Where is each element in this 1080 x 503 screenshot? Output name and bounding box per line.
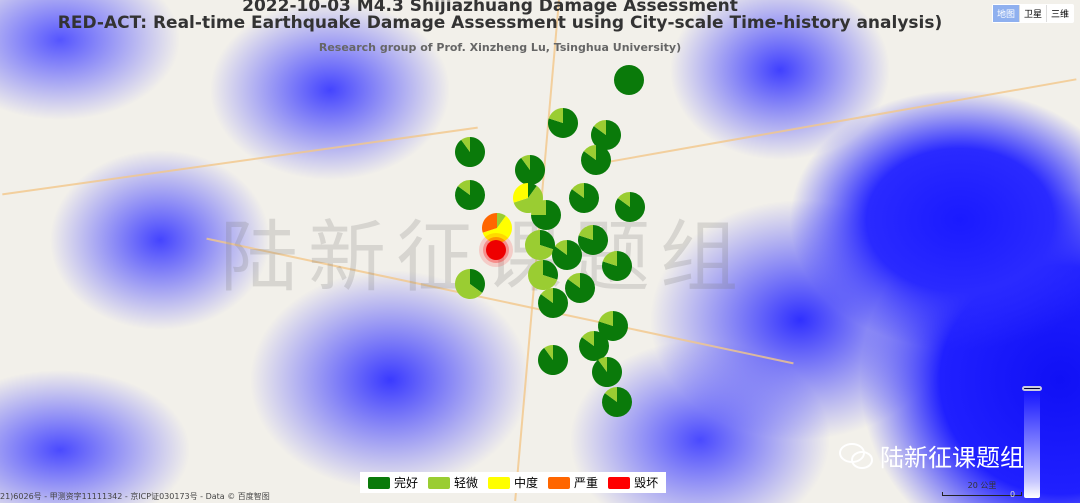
pie-slice-intact	[540, 230, 556, 250]
legend-swatch	[548, 476, 571, 489]
page-title: 2022-10-03 M4.3 Shijiazhuang Damage Asse…	[242, 0, 738, 16]
damage-pie-marker[interactable]	[455, 137, 486, 168]
damage-pie-marker[interactable]	[482, 213, 512, 244]
damage-pie-marker[interactable]	[591, 120, 621, 150]
pie-slice-slight	[602, 251, 617, 266]
legend-label: 完好	[394, 476, 419, 490]
pie-slice-intact	[615, 192, 646, 222]
pie-slice-intact	[565, 273, 596, 304]
pie-slice-slight	[567, 273, 580, 288]
pie-slice-slight	[528, 260, 558, 290]
legend: 完好 轻微 中度 严重 毁坏	[360, 472, 667, 493]
pie-slice-intact	[614, 65, 644, 95]
pie-slice-slight	[455, 269, 483, 299]
credit-text: Research group of Prof. Xinzheng Lu, Tsi…	[318, 41, 682, 54]
scale-label: 20 公里	[967, 481, 997, 490]
pie-slice-slight	[598, 311, 613, 326]
map-type-satellite[interactable]: 卫星	[1018, 5, 1046, 22]
damage-pie-marker[interactable]	[538, 288, 568, 318]
pie-slice-slight	[525, 230, 555, 260]
pie-slice-severe	[482, 213, 497, 233]
pie-slice-slight	[540, 288, 553, 303]
damage-pie-marker[interactable]	[581, 145, 612, 175]
pie-slice-slight	[531, 200, 546, 215]
damage-pie-marker[interactable]	[455, 180, 486, 210]
damage-pie-marker[interactable]	[569, 183, 600, 214]
legend-item-intact[interactable]: 完好	[368, 474, 418, 491]
pie-slice-moderate	[513, 183, 528, 203]
visual-map-min: 0	[1010, 490, 1016, 499]
map-type-3d[interactable]: 三维	[1045, 5, 1073, 22]
legend-item-slight[interactable]: 轻微	[428, 474, 478, 491]
visual-map-slider[interactable]	[1022, 386, 1042, 498]
pie-slice-slight	[581, 331, 594, 346]
pie-slice-slight	[548, 108, 563, 123]
map-copyright: 21)6026号 - 甲测资字11111342 - 京ICP证030173号 -…	[0, 492, 270, 501]
damage-pie-marker[interactable]	[528, 260, 558, 290]
pie-slice-slight	[578, 225, 593, 240]
damage-pie-marker[interactable]	[578, 225, 609, 255]
epicenter-marker[interactable]	[486, 240, 506, 260]
pie-slice-intact	[602, 387, 633, 417]
legend-swatch	[488, 476, 511, 489]
legend-label: 毁坏	[634, 476, 659, 490]
damage-pie-marker[interactable]	[531, 200, 561, 230]
pie-slice-slight	[583, 145, 596, 160]
pie-slice-intact	[581, 145, 612, 175]
wechat-icon	[839, 442, 873, 469]
visual-map-handle[interactable]	[1022, 386, 1042, 391]
pie-slice-slight	[554, 240, 567, 255]
pie-slice-slight	[571, 183, 584, 198]
damage-pie-marker[interactable]	[538, 345, 568, 376]
damage-pie-marker[interactable]	[597, 311, 628, 341]
pie-slice-slight	[461, 137, 470, 152]
pie-slice-slight	[521, 155, 530, 170]
pie-slice-intact	[548, 108, 579, 139]
pie-slice-slight	[497, 213, 506, 228]
legend-label: 中度	[514, 476, 539, 490]
pie-slice-intact	[470, 269, 486, 293]
pie-slice-intact	[528, 183, 537, 198]
pie-slice-slight	[544, 345, 553, 360]
pie-slice-slight	[598, 357, 607, 372]
map-type-map[interactable]: 地图	[992, 5, 1019, 22]
damage-pie-marker[interactable]	[614, 65, 644, 95]
damage-pie-marker[interactable]	[455, 269, 486, 299]
wechat-brand: 陆新征课题组	[838, 438, 1024, 473]
legend-item-collapse[interactable]: 毁坏	[608, 474, 658, 491]
legend-label: 严重	[574, 476, 599, 490]
damage-pie-marker[interactable]	[548, 108, 579, 139]
pie-slice-intact	[552, 240, 583, 270]
wechat-name: 陆新征课题组	[880, 444, 1024, 472]
damage-pie-marker[interactable]	[525, 230, 556, 260]
damage-pie-marker[interactable]	[579, 330, 610, 362]
pie-slice-slight	[457, 180, 470, 195]
damage-pie-marker[interactable]	[602, 387, 633, 417]
pie-slice-slight	[604, 387, 617, 402]
damage-pie-marker[interactable]	[592, 357, 622, 388]
damage-pie-marker[interactable]	[552, 240, 583, 270]
scale-bar: 20 公里	[942, 480, 1022, 496]
legend-label: 轻微	[454, 476, 479, 490]
pie-slice-intact	[543, 260, 558, 280]
pie-slice-intact	[592, 357, 622, 388]
pie-slice-moderate	[482, 215, 512, 244]
legend-item-severe[interactable]: 严重	[548, 474, 598, 491]
legend-item-moderate[interactable]: 中度	[488, 474, 538, 491]
page-subtitle: RED-ACT: Real-time Earthquake Damage Ass…	[57, 13, 943, 33]
pie-slice-intact	[455, 180, 486, 210]
legend-swatch	[428, 476, 451, 489]
legend-swatch	[608, 476, 631, 489]
damage-pie-marker[interactable]	[515, 155, 545, 186]
damage-pie-marker[interactable]	[602, 251, 632, 281]
legend-swatch	[368, 476, 390, 489]
damage-pie-marker[interactable]	[565, 273, 596, 304]
pie-slice-intact	[579, 330, 610, 362]
map-type-switcher: 地图 卫星 三维	[991, 4, 1074, 23]
pie-slice-slight	[617, 192, 630, 207]
damage-pie-marker[interactable]	[615, 192, 646, 222]
pie-slice-intact	[455, 137, 486, 168]
pie-slice-slight	[593, 120, 606, 135]
